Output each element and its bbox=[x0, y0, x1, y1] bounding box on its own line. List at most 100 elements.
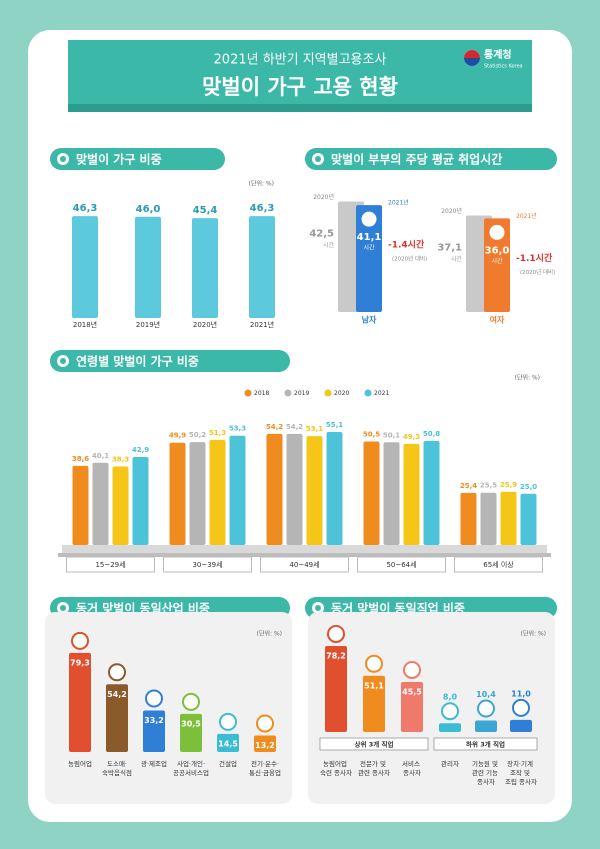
icon bbox=[71, 631, 89, 650]
bar bbox=[363, 675, 385, 732]
legend-label: 2021년 bbox=[516, 212, 537, 220]
value-label: 51,1 bbox=[364, 681, 384, 690]
section-pill bbox=[50, 148, 225, 170]
bar bbox=[326, 432, 343, 545]
value-label: 46,3 bbox=[73, 203, 98, 214]
x-tick-label: 사업·개인· 공공서비스업 bbox=[173, 759, 209, 777]
icon bbox=[403, 660, 421, 679]
x-tick-label: 장치·기계 조작 및 조립 종사자 bbox=[505, 759, 537, 786]
bar bbox=[169, 442, 186, 545]
clock-icon bbox=[488, 223, 506, 241]
legend-swatch bbox=[324, 389, 332, 397]
section-bullet-dot bbox=[315, 605, 321, 611]
bar bbox=[106, 684, 128, 752]
bar bbox=[92, 462, 109, 545]
group-box bbox=[319, 737, 429, 751]
unit-label: (단위: %) bbox=[257, 630, 282, 638]
value-label: 45,5 bbox=[402, 687, 422, 696]
change-label: -1.1시간 bbox=[516, 252, 553, 264]
icon bbox=[441, 702, 459, 721]
value-label: 13,2 bbox=[255, 741, 275, 750]
bar bbox=[480, 492, 497, 545]
bar bbox=[306, 436, 323, 545]
x-tick-label: 농림어업 숙련 종사자 bbox=[320, 759, 352, 777]
value-label: 78,2 bbox=[326, 651, 346, 660]
bar bbox=[112, 466, 129, 545]
value-label: 10,4 bbox=[476, 690, 496, 699]
value-label: 53,3 bbox=[229, 425, 246, 433]
icon bbox=[327, 624, 345, 643]
section-pill bbox=[50, 350, 290, 372]
logo-text-en: Statistics Korea bbox=[484, 64, 523, 70]
unit-label: 시간 bbox=[323, 241, 335, 249]
value-label: 40,1 bbox=[92, 452, 109, 460]
bar bbox=[356, 205, 382, 312]
group-label: 하위 3개 직업 bbox=[466, 740, 505, 749]
value-label: 25,5 bbox=[480, 482, 497, 490]
header-title: 맞벌이 가구 고용 현황 bbox=[202, 75, 398, 99]
value-label: 50,2 bbox=[189, 431, 206, 439]
value-label: 53,1 bbox=[306, 425, 323, 433]
change-label: -1.4시간 bbox=[388, 239, 425, 251]
x-tick-label: 2020년 bbox=[193, 320, 217, 329]
value-label: 37,1 bbox=[437, 243, 462, 254]
value-label: 42,9 bbox=[132, 446, 149, 454]
icon bbox=[108, 663, 126, 682]
legend-swatch bbox=[244, 389, 252, 397]
bar bbox=[180, 713, 202, 752]
category-box bbox=[454, 556, 543, 573]
unit-label: 시간 bbox=[491, 257, 503, 265]
value-label: 50,1 bbox=[383, 431, 400, 439]
header-subtitle: 2021년 하반기 지역별고용조사 bbox=[214, 53, 387, 68]
value-label: 30,5 bbox=[181, 719, 201, 728]
value-label: 11,0 bbox=[511, 689, 531, 698]
value-label: 54,2 bbox=[107, 690, 127, 699]
change-note: (2020년 대비) bbox=[392, 255, 427, 263]
value-label: 41,1 bbox=[357, 232, 382, 243]
logo-mark-top bbox=[464, 50, 480, 58]
bar bbox=[510, 719, 532, 732]
value-label: 54,2 bbox=[286, 423, 303, 431]
section-bullet-dot bbox=[315, 156, 321, 162]
bar bbox=[254, 735, 276, 752]
bar bbox=[484, 218, 510, 312]
logo-text: 통계청 bbox=[484, 48, 512, 61]
x-tick-label: 건설업 bbox=[219, 759, 237, 768]
icon bbox=[182, 692, 200, 711]
value-label: 36,0 bbox=[485, 245, 510, 256]
icon bbox=[256, 714, 274, 733]
bar bbox=[135, 216, 161, 318]
legend-label: 2020년 bbox=[313, 193, 334, 201]
icon bbox=[145, 689, 163, 708]
value-label: 46,3 bbox=[250, 203, 275, 214]
x-tick-label: 2018년 bbox=[73, 320, 97, 329]
value-label: 79,3 bbox=[70, 658, 90, 667]
group-box bbox=[433, 737, 538, 751]
x-tick-label: 기능원 및 관련 기능 종사자 bbox=[472, 759, 500, 786]
value-label: 55,1 bbox=[326, 421, 343, 429]
value-label: 50,8 bbox=[423, 430, 440, 438]
section-bullet-dot bbox=[60, 605, 66, 611]
icon bbox=[219, 712, 237, 731]
icon bbox=[477, 699, 495, 718]
bar bbox=[69, 652, 91, 752]
value-label: 25,9 bbox=[500, 481, 517, 489]
bar bbox=[217, 733, 239, 752]
unit-label: 시간 bbox=[451, 255, 463, 263]
bar bbox=[325, 645, 347, 732]
category-box bbox=[260, 556, 349, 573]
bar bbox=[475, 720, 497, 732]
header-banner bbox=[68, 40, 532, 112]
change-note: (2020년 대비) bbox=[520, 268, 555, 276]
value-label: 8,0 bbox=[443, 693, 458, 702]
bar bbox=[72, 216, 98, 318]
value-label: 46,0 bbox=[136, 204, 161, 215]
bar bbox=[249, 216, 275, 318]
section-title: 동거 맞벌이 동일산업 비중 bbox=[76, 601, 210, 616]
bar bbox=[383, 442, 400, 545]
section-title: 맞벌이 가구 비중 bbox=[76, 152, 162, 167]
section-bullet-dot bbox=[60, 156, 66, 162]
value-label: 38,3 bbox=[112, 455, 129, 463]
panel bbox=[45, 612, 292, 804]
